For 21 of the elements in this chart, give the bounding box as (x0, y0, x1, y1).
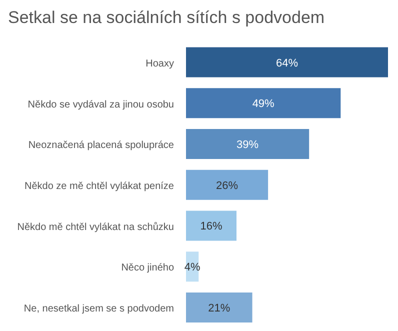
bar (186, 47, 388, 78)
y-tick-label: Hoaxy (146, 58, 174, 70)
y-tick-label: Neoznačená placená spolupráce (28, 140, 174, 152)
y-tick-label: Někdo mě chtěl vylákat na schůzku (17, 220, 174, 233)
data-label: 4% (184, 262, 200, 274)
bar (186, 129, 310, 160)
bar (186, 292, 252, 322)
data-label: 16% (200, 220, 222, 233)
bar (186, 88, 341, 118)
data-label: 21% (208, 302, 230, 314)
data-label: 49% (252, 98, 275, 110)
y-tick-label: Něco jiného (121, 262, 174, 274)
y-tick-label: Někdo se vydával za jinou osobu (28, 99, 174, 110)
y-tick-label: Ne, nesetkal jsem se s podvodem (24, 304, 174, 315)
bar (186, 170, 268, 200)
data-label: 39% (236, 139, 259, 152)
y-tick-label: Někdo ze mě chtěl vylákat peníze (24, 181, 174, 192)
chart-title: Setkal se na sociálních sítích s podvodem (8, 8, 326, 29)
data-label: 64% (276, 57, 298, 70)
bar (186, 210, 236, 241)
data-label: 26% (216, 180, 238, 192)
